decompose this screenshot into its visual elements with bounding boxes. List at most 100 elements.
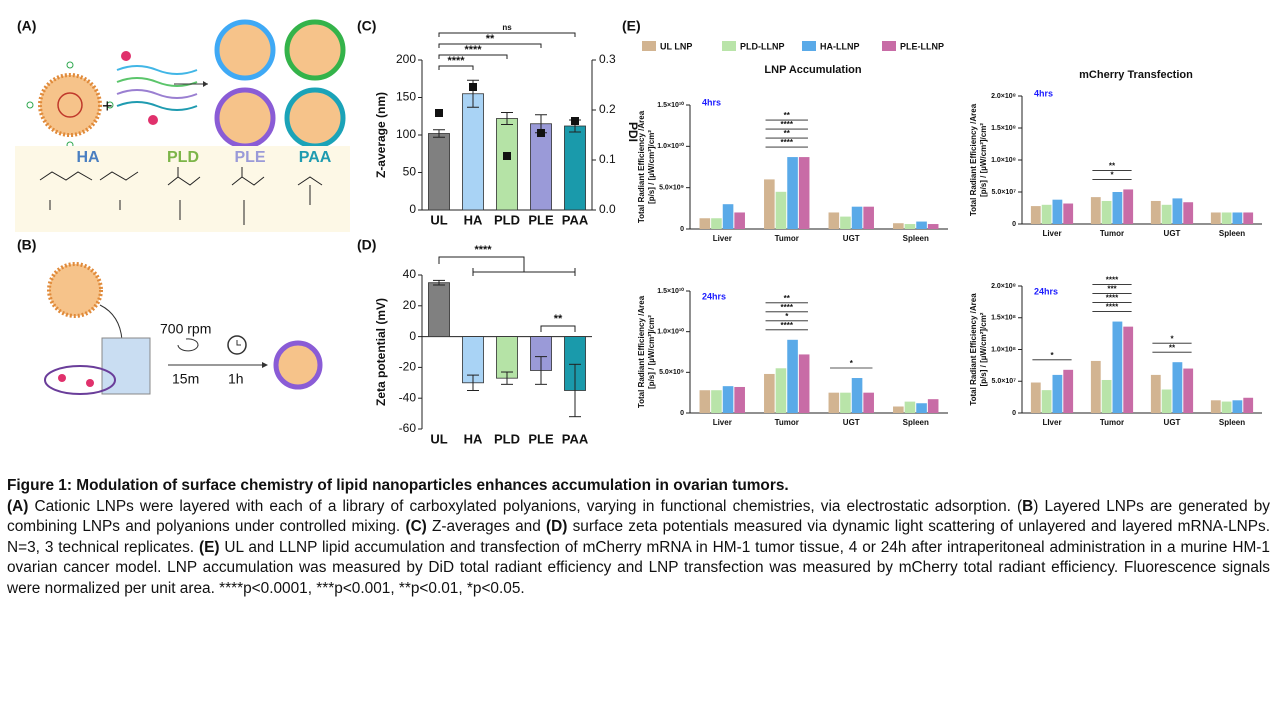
bar [1090,360,1101,413]
bar [828,392,840,413]
bar [798,354,810,413]
x-tick-label: HA [464,212,483,227]
y-tick-label: 5.0×10⁹ [659,369,684,376]
bar [711,218,722,229]
y-axis-label: Total Radiant Efficiency /Area [637,110,646,223]
bar [496,118,518,211]
bar [840,216,851,229]
bar [428,282,450,338]
sig-label: * [1050,351,1054,360]
x-tick-label: PLE [528,431,554,446]
bar [1052,199,1063,224]
bar [1063,203,1074,224]
x-tick-label: Spleen [903,418,929,427]
bar [798,157,810,229]
y-tick-label: 1.0×10⁸ [991,157,1016,164]
y-axis-label: [p/s] / [µW/cm²]/cm² [647,315,656,389]
polymer-names: HA PLD PLE PAA [76,149,331,166]
svg-text:+: + [102,96,113,116]
error-bar [433,279,445,286]
pdi-point [435,109,443,117]
polymer-name: PLD [167,149,199,166]
sig-label: **** [781,321,794,330]
y-tick-label: 2.0×10⁸ [991,93,1016,100]
sig-label: ** [784,111,791,120]
y-tick-label: 20 [403,298,417,312]
sig-bracket [472,268,576,276]
y-axis-label: Z-average (nm) [374,92,388,178]
bar [734,386,745,413]
panel-label: (A) [17,18,36,34]
sig-label: **** [1106,303,1119,312]
caption-segment: (D) [546,518,568,536]
y2-tick-label: 0.1 [599,152,616,166]
incubation-time: 1h [228,371,244,387]
caption-segment: ) Layered LNPs are generated by combinin… [7,497,1270,536]
y-axis-label: [p/s] / [µW/cm²]/cm² [979,123,988,197]
x-tick-label: Tumor [1100,418,1124,427]
sig-bracket [438,32,576,37]
x-tick-label: Tumor [775,234,799,243]
bar [734,212,745,229]
x-tick-label: Spleen [1219,229,1245,238]
bar [1041,204,1052,224]
bar [764,373,775,413]
chart-title: mCherry Transfection [1079,69,1193,81]
sig-label: **** [781,303,794,312]
bar [1172,362,1183,413]
sig-label: **** [474,244,492,256]
sig-label: ** [784,129,791,138]
pdi-point [469,83,477,91]
pdi-point [503,152,511,160]
polymer-name: PAA [299,149,332,166]
panel-b-art [44,262,323,395]
bar [462,93,484,211]
legend-swatch [722,41,736,51]
sig-label: *** [1107,285,1117,294]
x-tick-label: UGT [843,234,860,243]
chart-subtitle: 24hrs [1034,286,1058,296]
y-tick-label: 200 [396,52,416,66]
panel-label: (E) [622,18,641,34]
bar [1030,206,1041,224]
bar [1041,390,1052,413]
y-tick-label: 40 [403,267,417,281]
bar [1090,197,1101,224]
sig-label: **** [464,44,482,56]
bar [1123,326,1134,413]
bar [1232,400,1243,413]
y-axis-label: Total Radiant Efficiency /Area [637,295,646,408]
bar [916,221,927,229]
mixing-labels: 700 rpm 15m 1h [160,321,244,387]
y-tick-label: -40 [399,390,417,404]
x-tick-label: PLE [528,212,554,227]
y-tick-label: 0 [1012,221,1016,228]
caption-segment: UL and LLNP lipid accumulation and trans… [7,538,1270,597]
y-tick-label: 2.0×10⁸ [991,283,1016,290]
sig-label: **** [447,55,465,67]
y2-tick-label: 0.0 [599,202,616,216]
x-tick-label: PLD [494,431,520,446]
caption-segment: B [1022,497,1034,515]
bar [1210,212,1221,224]
chart-subtitle: 24hrs [702,291,726,301]
sig-bracket [438,256,525,272]
sig-bracket [438,65,474,70]
bar [851,206,863,229]
bar [1150,374,1161,413]
error-bar [467,374,479,391]
panel-label: (D) [357,237,376,253]
sig-bracket [540,325,576,332]
sig-label: * [850,359,854,368]
sig-label: **** [1106,276,1119,285]
bar [1123,189,1134,224]
legend-label: PLD-LLNP [740,41,785,51]
x-tick-label: Spleen [1219,418,1245,427]
y2-tick-label: 0.3 [599,52,616,66]
y-tick-label: 50 [403,165,417,179]
polymer-name: HA [76,149,100,166]
bar [1243,212,1254,224]
sig-label: **** [781,138,794,147]
bar [1112,192,1123,224]
